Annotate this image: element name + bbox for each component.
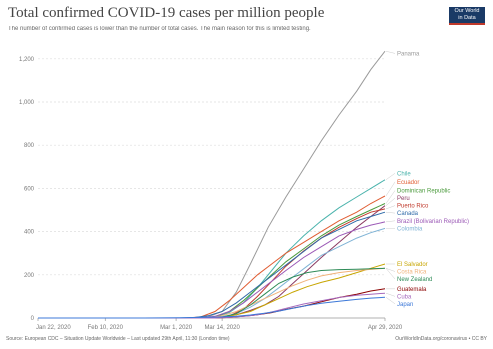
series-line-dominican-republic: [38, 203, 386, 319]
series-line-new-zealand: [38, 267, 386, 319]
label-connector: [385, 173, 396, 180]
series-label: Ecuador: [397, 180, 419, 186]
x-axis-ticks: Jan 22, 2020 Feb 10, 2020 Mar 1, 2020 Mar 1…: [36, 318, 403, 331]
label-connector: [385, 268, 396, 272]
label-connector: [385, 292, 396, 297]
series-label: Brazil (Bolivarian Republic): [397, 219, 469, 225]
logo-line-2: in Data: [458, 15, 476, 21]
license-link[interactable]: OurWorldInData.org/coronavirus • CC BY: [395, 336, 487, 342]
series-label: El Salvador: [397, 262, 428, 268]
series-label: Cuba: [397, 294, 412, 300]
y-axis-ticks: 0 200 400 600 800 1,000 1,200: [19, 57, 35, 322]
x-tick-label: Feb 10, 2020: [88, 325, 124, 331]
series-line-el-salvador: [38, 263, 386, 319]
y-tick-label: 1,200: [19, 57, 35, 63]
chart-title: Total confirmed COVID-19 cases per milli…: [8, 5, 325, 21]
series-line-chile: [38, 179, 386, 319]
y-tick-label: 0: [31, 316, 35, 322]
x-tick-label: Jan 22, 2020: [36, 325, 71, 331]
series-label: Guatemala: [397, 287, 427, 293]
series-label: Puerto Rico: [397, 204, 429, 210]
series-line-ecuador: [38, 195, 386, 319]
series-line-canada: [38, 211, 386, 319]
series-label: Japan: [397, 302, 413, 308]
series-line-panama: [38, 50, 386, 319]
series-label: Canada: [397, 211, 419, 217]
y-tick-label: 1,000: [19, 100, 35, 106]
label-connector: [385, 190, 396, 204]
series-line-peru: [38, 205, 386, 319]
y-tick-label: 400: [24, 230, 35, 236]
label-connector: [385, 50, 396, 54]
y-tick-label: 800: [24, 143, 35, 149]
series-label: New Zealand: [397, 277, 432, 283]
y-tick-label: 200: [24, 273, 35, 279]
series-line-cuba: [38, 292, 386, 319]
brand-logo[interactable]: Our World in Data: [449, 7, 485, 25]
series-label: Costa Rica: [397, 270, 427, 276]
label-connector: [385, 297, 396, 305]
label-connector: [385, 211, 396, 214]
series-line-brazil-bolivarian-republic-: [38, 221, 386, 319]
chart-subtitle: The number of confirmed cases is lower t…: [8, 26, 311, 32]
series-lines: [38, 50, 386, 319]
label-connector: [385, 220, 396, 223]
series-line-japan: [38, 296, 386, 319]
series-label: Peru: [397, 196, 410, 202]
series-label: Panama: [397, 51, 420, 57]
series-line-colombia: [38, 227, 386, 319]
source-note: Source: European CDC – Situation Update …: [6, 336, 230, 342]
series-label: Chile: [397, 171, 411, 177]
label-connector: [385, 197, 396, 206]
logo-line-1: Our World: [454, 8, 480, 14]
label-connector: [385, 205, 396, 210]
series-label: Dominican Republic: [397, 189, 450, 195]
series-line-guatemala: [38, 288, 386, 319]
x-tick-label: Mar 1, 2020: [160, 325, 193, 331]
series-line-costa-rica: [38, 267, 386, 319]
series-labels: Panama Chile Ecuador Dominican RepublicPeru…: [385, 50, 469, 308]
y-tick-label: 600: [24, 186, 35, 192]
x-tick-label: Apr 29, 2020: [368, 325, 403, 331]
series-label: Colombia: [397, 226, 423, 232]
label-connector: [385, 181, 396, 197]
x-tick-label: Mar 14, 2020: [204, 325, 240, 331]
label-connector: [385, 268, 396, 280]
